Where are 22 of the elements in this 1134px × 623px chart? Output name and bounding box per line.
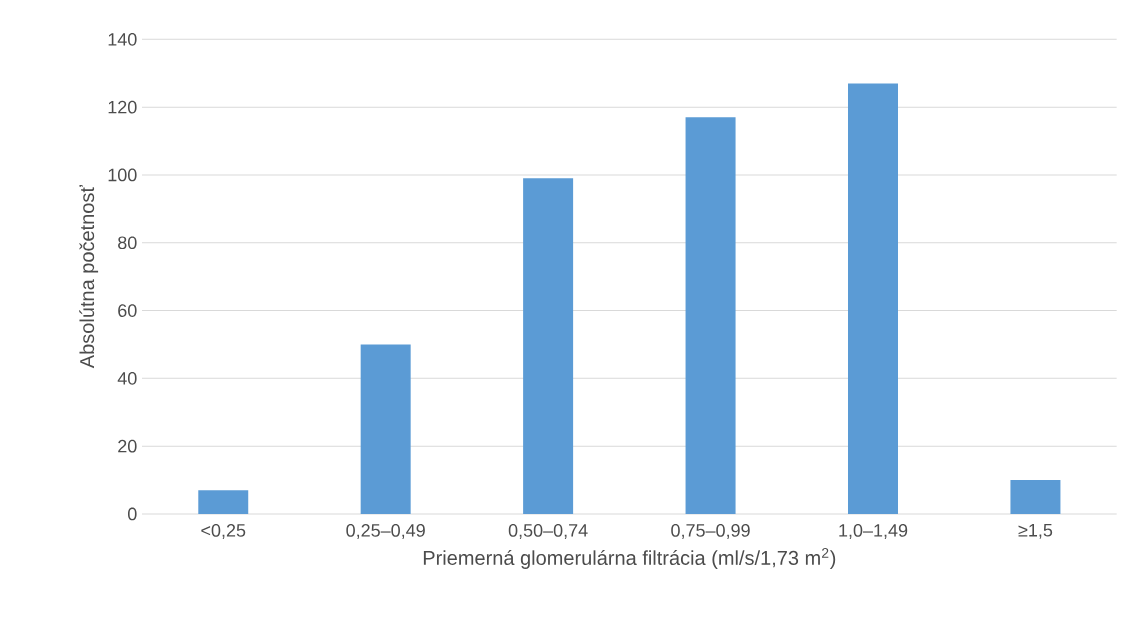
y-tick-label: 0: [128, 507, 137, 521]
bar: [360, 344, 411, 514]
y-tick-label: 80: [118, 236, 137, 250]
y-tick-label: 120: [108, 100, 137, 114]
y-tick-label: 40: [117, 372, 137, 385]
x-tick-label: ≥1,5: [1018, 524, 1053, 539]
y-axis-title: Absolútna početnosť: [79, 184, 99, 369]
x-axis-title: Priemerná glomerulárna filtrácia (ml/s/1,73 m$^{2}$): [423, 548, 836, 569]
x-tick-label: 0,50–0,74: [508, 524, 588, 539]
bar: [1010, 480, 1061, 514]
x-tick-label: 1,0–1,49: [839, 524, 908, 539]
bar: [685, 117, 736, 514]
y-tick-label: 20: [118, 439, 137, 453]
bar: [523, 178, 574, 514]
y-tick-label: 140: [108, 32, 137, 46]
x-tick-label: <0,25: [201, 524, 246, 539]
y-tick-label: 100: [108, 168, 137, 182]
x-tick-label: 0,25–0,49: [346, 524, 425, 539]
x-tick-label: 0,75–0,99: [671, 524, 750, 539]
bar: [848, 83, 898, 514]
bar: [198, 490, 249, 514]
y-tick-label: 60: [118, 304, 137, 317]
